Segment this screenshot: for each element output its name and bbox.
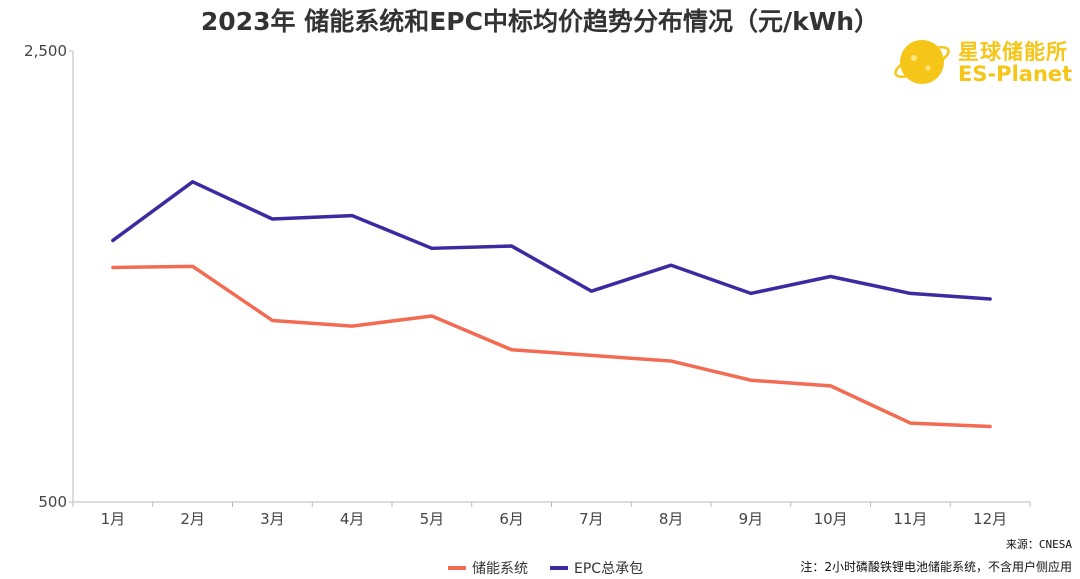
legend-swatch-epc <box>550 566 568 570</box>
series-line-0 <box>111 264 992 429</box>
x-tick-label: 7月 <box>579 510 604 528</box>
series-line-1 <box>111 180 992 301</box>
planet-icon <box>894 40 950 84</box>
legend-label-epc: EPC总承包 <box>574 561 644 577</box>
y-tick-label: 500 <box>38 493 67 511</box>
source-note: 来源：CNESA <box>1005 538 1072 551</box>
x-tick-label: 12月 <box>973 510 1007 528</box>
x-tick-label: 9月 <box>739 510 764 528</box>
x-tick-label: 6月 <box>499 510 524 528</box>
x-tick-label: 8月 <box>659 510 684 528</box>
logo-text-cn: 星球储能所 <box>958 40 1068 64</box>
y-tick-label: 2,500 <box>24 42 67 60</box>
x-tick-label: 4月 <box>340 510 365 528</box>
chart-legend: 储能系统 EPC总承包 <box>448 558 665 578</box>
x-tick-label: 2月 <box>180 510 205 528</box>
es-planet-logo: 星球储能所 ES-Planet <box>892 34 1072 90</box>
chart-axes: 2,500 500 1月 2月 3月 4月 5月 6月 7月 8月 9月 10月 11月 12月 <box>24 42 1031 528</box>
series-layer <box>111 180 992 429</box>
x-tick-label: 11月 <box>893 510 927 528</box>
footnote: 注：2小时磷酸铁锂电池储能系统，不含用户侧应用 <box>800 560 1072 574</box>
logo-text-en: ES-Planet <box>958 62 1073 86</box>
legend-item-epc: EPC总承包 <box>550 558 643 578</box>
legend-swatch-storage-system <box>448 566 466 570</box>
legend-item-storage-system: 储能系统 <box>448 558 528 578</box>
x-tick-label: 3月 <box>260 510 285 528</box>
x-tick-label: 10月 <box>814 510 848 528</box>
legend-label-storage-system: 储能系统 <box>472 561 528 577</box>
x-tick-label: 5月 <box>420 510 445 528</box>
x-tick-label: 1月 <box>101 510 126 528</box>
chart-title: 2023年 储能系统和EPC中标均价趋势分布情况（元/kWh） <box>200 7 880 36</box>
